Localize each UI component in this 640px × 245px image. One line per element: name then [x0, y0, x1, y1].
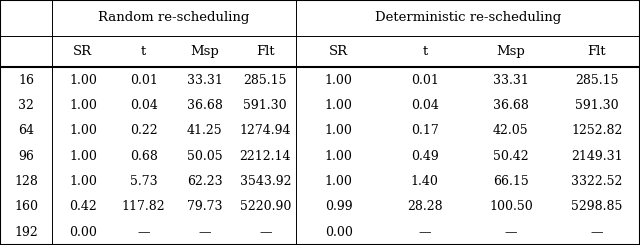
Text: 1.40: 1.40	[411, 175, 439, 188]
Text: 33.31: 33.31	[186, 74, 223, 86]
Text: 285.15: 285.15	[575, 74, 619, 86]
Text: 1252.82: 1252.82	[572, 124, 623, 137]
Text: 28.28: 28.28	[407, 200, 443, 213]
Text: 5.73: 5.73	[130, 175, 157, 188]
Text: SR: SR	[329, 45, 348, 58]
Text: 591.30: 591.30	[575, 99, 619, 112]
Text: 5298.85: 5298.85	[572, 200, 623, 213]
Text: 1.00: 1.00	[69, 74, 97, 86]
Text: 1.00: 1.00	[324, 150, 353, 163]
Text: 0.04: 0.04	[130, 99, 157, 112]
Text: Deterministic re-scheduling: Deterministic re-scheduling	[374, 11, 561, 24]
Text: 591.30: 591.30	[243, 99, 287, 112]
Text: 1.00: 1.00	[69, 175, 97, 188]
Text: 36.68: 36.68	[186, 99, 223, 112]
Text: 0.17: 0.17	[411, 124, 438, 137]
Text: 0.04: 0.04	[411, 99, 439, 112]
Text: 32: 32	[19, 99, 34, 112]
Text: 64: 64	[19, 124, 35, 137]
Text: 62.23: 62.23	[187, 175, 222, 188]
Text: 1.00: 1.00	[324, 175, 353, 188]
Text: 0.00: 0.00	[69, 226, 97, 239]
Text: 66.15: 66.15	[493, 175, 529, 188]
Text: 1.00: 1.00	[324, 99, 353, 112]
Text: 79.73: 79.73	[187, 200, 222, 213]
Text: 100.50: 100.50	[489, 200, 532, 213]
Text: 96: 96	[19, 150, 34, 163]
Text: 285.15: 285.15	[244, 74, 287, 86]
Text: Random re-scheduling: Random re-scheduling	[99, 11, 250, 24]
Text: 0.01: 0.01	[411, 74, 439, 86]
Text: 1274.94: 1274.94	[239, 124, 291, 137]
Text: Msp: Msp	[190, 45, 219, 58]
Text: —: —	[504, 226, 517, 239]
Text: 192: 192	[14, 226, 38, 239]
Text: t: t	[141, 45, 147, 58]
Text: 5220.90: 5220.90	[239, 200, 291, 213]
Text: 16: 16	[19, 74, 35, 86]
Text: 0.01: 0.01	[130, 74, 157, 86]
Text: 1.00: 1.00	[69, 124, 97, 137]
Text: 128: 128	[14, 175, 38, 188]
Text: 41.25: 41.25	[187, 124, 222, 137]
Text: 42.05: 42.05	[493, 124, 529, 137]
Text: 2149.31: 2149.31	[571, 150, 623, 163]
Text: 1.00: 1.00	[324, 74, 353, 86]
Text: 3322.52: 3322.52	[572, 175, 623, 188]
Text: 0.68: 0.68	[130, 150, 157, 163]
Text: 0.00: 0.00	[324, 226, 353, 239]
Text: —: —	[259, 226, 271, 239]
Text: 0.49: 0.49	[411, 150, 438, 163]
Text: 0.42: 0.42	[69, 200, 97, 213]
Text: 50.42: 50.42	[493, 150, 529, 163]
Text: 36.68: 36.68	[493, 99, 529, 112]
Text: 33.31: 33.31	[493, 74, 529, 86]
Text: 117.82: 117.82	[122, 200, 166, 213]
Text: 2212.14: 2212.14	[239, 150, 291, 163]
Text: 1.00: 1.00	[69, 150, 97, 163]
Text: 0.99: 0.99	[325, 200, 353, 213]
Text: Flt: Flt	[588, 45, 606, 58]
Text: SR: SR	[74, 45, 92, 58]
Text: 0.22: 0.22	[130, 124, 157, 137]
Text: —: —	[591, 226, 604, 239]
Text: 50.05: 50.05	[187, 150, 222, 163]
Text: 1.00: 1.00	[69, 99, 97, 112]
Text: Flt: Flt	[256, 45, 275, 58]
Text: —: —	[419, 226, 431, 239]
Text: —: —	[198, 226, 211, 239]
Text: 160: 160	[14, 200, 38, 213]
Text: —: —	[138, 226, 150, 239]
Text: 3543.92: 3543.92	[239, 175, 291, 188]
Text: 1.00: 1.00	[324, 124, 353, 137]
Text: Msp: Msp	[497, 45, 525, 58]
Text: t: t	[422, 45, 428, 58]
